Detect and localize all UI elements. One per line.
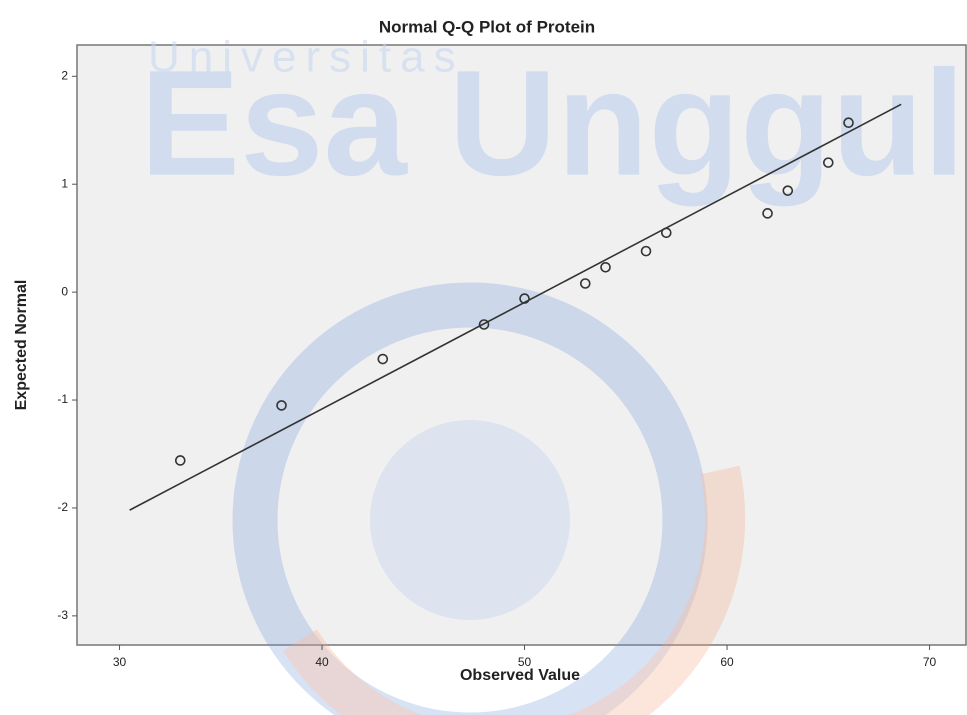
y-tick-label: -3 [57, 608, 68, 622]
plot-area [76, 44, 967, 646]
watermark-ring [232, 282, 708, 715]
data-point [640, 245, 652, 257]
x-tick-label: 70 [923, 655, 937, 669]
x-tick-label: 50 [518, 655, 532, 669]
chart-title: Normal Q-Q Plot of Protein [379, 17, 595, 36]
data-point [478, 319, 490, 330]
watermark-text: Esa Unggul [140, 39, 965, 207]
data-point [822, 157, 834, 168]
watermark-disc [370, 420, 570, 620]
data-point [276, 400, 287, 411]
watermark-text: Universitas [148, 33, 465, 82]
data-point [660, 227, 672, 239]
data-point [174, 455, 186, 466]
y-tick-label: 1 [61, 176, 68, 190]
y-tick-label: 0 [61, 284, 68, 298]
y-tick-label: 2 [61, 68, 68, 82]
data-point [782, 185, 794, 196]
y-tick-label: -1 [57, 392, 68, 406]
x-tick-label: 30 [113, 655, 127, 669]
data-point [579, 278, 591, 289]
watermark-arc [283, 465, 746, 715]
data-point [843, 117, 854, 128]
x-axis-label: Observed Value [460, 667, 580, 684]
x-tick-label: 60 [720, 655, 734, 669]
watermark: Universitas Esa Unggul [140, 33, 965, 715]
data-point [600, 262, 611, 273]
y-axis-label: Expected Normal [13, 280, 30, 411]
x-tick-label: 40 [315, 655, 329, 669]
data-point [377, 353, 389, 365]
y-tick-label: -2 [57, 500, 68, 514]
data-point [762, 208, 773, 219]
data-point [519, 293, 530, 304]
reference-line [129, 103, 902, 511]
